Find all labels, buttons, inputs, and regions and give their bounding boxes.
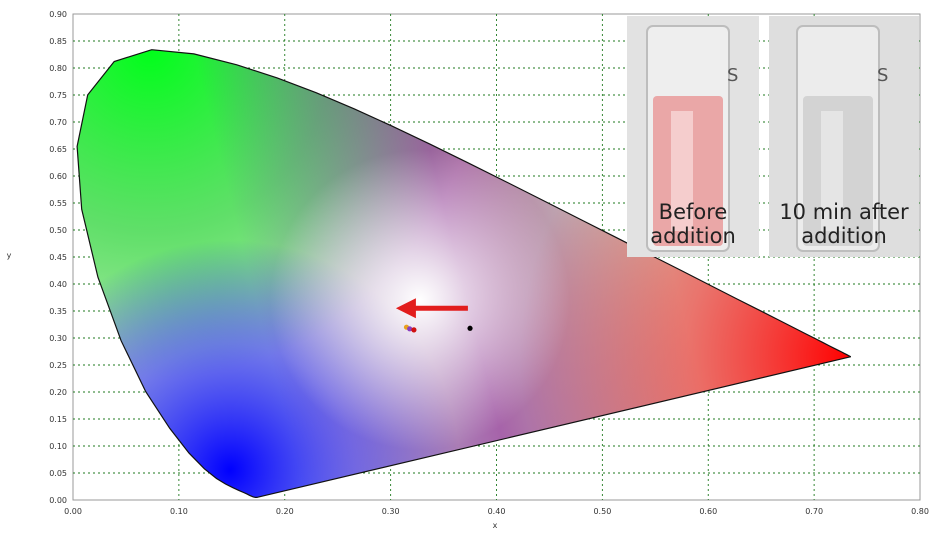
y-tick-label: 0.35 bbox=[49, 307, 67, 316]
photo-before-addition: S Before addition bbox=[627, 16, 759, 257]
x-tick-label: 0.10 bbox=[170, 507, 188, 516]
x-tick-label: 0.40 bbox=[488, 507, 506, 516]
y-axis-label: y bbox=[7, 251, 12, 260]
photo-after-caption-line-2: addition bbox=[801, 224, 887, 248]
data-points bbox=[403, 324, 473, 333]
x-tick-label: 0.20 bbox=[276, 507, 294, 516]
y-tick-label: 0.05 bbox=[49, 469, 67, 478]
svg-text:S: S bbox=[727, 65, 738, 86]
cuvette-after-illustration: S bbox=[769, 16, 919, 257]
y-tick-label: 0.90 bbox=[49, 10, 67, 19]
y-tick-label: 0.70 bbox=[49, 118, 67, 127]
annotations bbox=[395, 298, 468, 319]
y-tick-label: 0.80 bbox=[49, 64, 67, 73]
photo-before-caption-line-1: Before bbox=[658, 200, 728, 224]
spectral-locus-outline bbox=[76, 49, 852, 498]
photo-before-caption-line-2: addition bbox=[650, 224, 736, 248]
y-tick-label: 0.15 bbox=[49, 415, 67, 424]
y-tick-label: 0.00 bbox=[49, 496, 67, 505]
x-tick-label: 0.70 bbox=[805, 507, 823, 516]
y-tick-label: 0.85 bbox=[49, 37, 67, 46]
svg-text:S: S bbox=[877, 65, 888, 86]
y-tick-label: 0.55 bbox=[49, 199, 67, 208]
photo-after-caption-line-1: 10 min after bbox=[779, 200, 909, 224]
y-tick-label: 0.65 bbox=[49, 145, 67, 154]
photo-after-addition: S 10 min after addition bbox=[769, 16, 919, 257]
y-tick-label: 0.75 bbox=[49, 91, 67, 100]
y-tick-label: 0.30 bbox=[49, 334, 67, 343]
x-tick-label: 0.00 bbox=[64, 507, 82, 516]
data-point bbox=[411, 327, 417, 333]
data-point bbox=[407, 326, 413, 332]
x-axis-ticks: 0.00 0.10 0.20 0.30 0.40 0.50 0.60 0.70 0.80 bbox=[64, 507, 929, 516]
x-tick-label: 0.30 bbox=[382, 507, 400, 516]
y-tick-label: 0.20 bbox=[49, 388, 67, 397]
x-axis-label: x bbox=[493, 521, 498, 530]
data-point bbox=[467, 325, 473, 331]
x-tick-label: 0.60 bbox=[699, 507, 717, 516]
y-tick-label: 0.10 bbox=[49, 442, 67, 451]
y-axis-ticks: 0.00 0.05 0.10 0.15 0.20 0.25 0.30 0.35 0.40 0.45… bbox=[49, 10, 67, 505]
y-tick-label: 0.25 bbox=[49, 361, 67, 370]
shift-arrow-head bbox=[395, 298, 416, 319]
cuvette-before-illustration: S bbox=[627, 16, 759, 257]
y-tick-label: 0.40 bbox=[49, 280, 67, 289]
y-tick-label: 0.50 bbox=[49, 226, 67, 235]
photo-after-caption: 10 min after addition bbox=[769, 200, 919, 248]
x-tick-label: 0.50 bbox=[593, 507, 611, 516]
photo-before-caption: Before addition bbox=[627, 200, 759, 248]
y-tick-label: 0.45 bbox=[49, 253, 67, 262]
y-tick-label: 0.60 bbox=[49, 172, 67, 181]
x-tick-label: 0.80 bbox=[911, 507, 929, 516]
